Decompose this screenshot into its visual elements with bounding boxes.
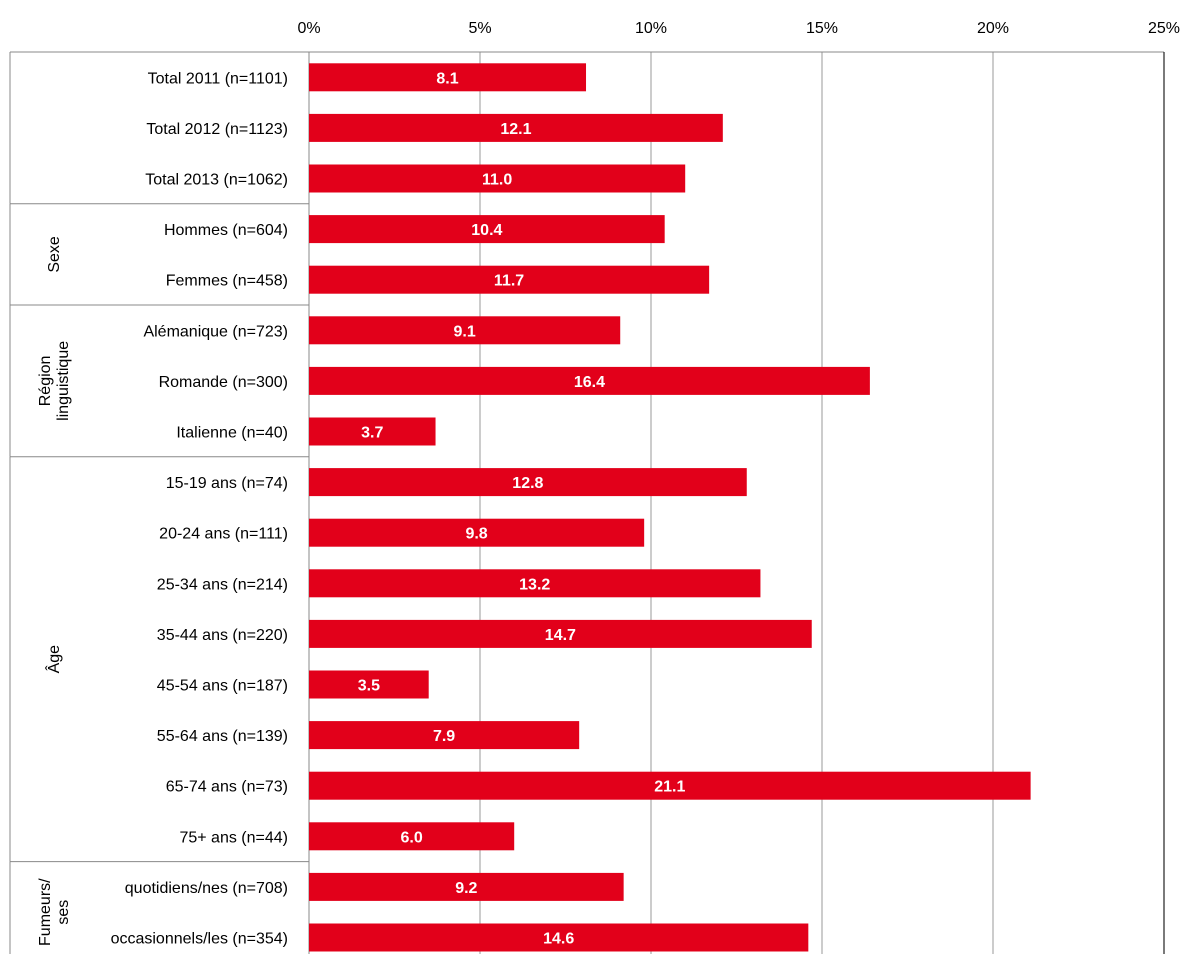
x-tick-label: 20% [977, 20, 1009, 37]
bar [309, 923, 809, 952]
x-tick-label: 0% [297, 20, 320, 37]
data-label: 16.4 [574, 374, 605, 391]
x-tick-label: 10% [635, 20, 667, 37]
bar [309, 872, 624, 901]
bar [309, 366, 870, 395]
x-tick-label: 25% [1148, 20, 1180, 37]
category-label: 65-74 ans (n=73) [166, 779, 288, 796]
category-label: Total 2012 (n=1123) [146, 121, 288, 138]
bar [309, 569, 761, 598]
bar [309, 113, 723, 142]
data-label: 14.7 [545, 627, 576, 644]
data-label: 10.4 [471, 222, 502, 239]
data-label: 11.7 [494, 273, 524, 290]
category-label: occasionnels/les (n=354) [111, 931, 288, 948]
group-label-line: Âge [44, 645, 63, 674]
bar [309, 316, 621, 345]
bar [309, 670, 429, 699]
category-label: Total 2011 (n=1101) [148, 70, 288, 87]
bar [309, 721, 580, 750]
category-label: Romande (n=300) [159, 374, 288, 391]
bar [309, 63, 587, 92]
data-label: 3.5 [358, 678, 380, 695]
group-label-line: Sexe [46, 236, 63, 273]
data-label: 3.7 [361, 425, 383, 442]
category-label: 55-64 ans (n=139) [157, 728, 288, 745]
data-label: 8.1 [436, 70, 458, 87]
category-label: 25-34 ans (n=214) [157, 576, 288, 593]
bar [309, 619, 812, 648]
group-label-line: ses [55, 900, 72, 925]
category-label: 15-19 ans (n=74) [166, 475, 288, 492]
x-tick-label: 15% [806, 20, 838, 37]
bar [309, 164, 686, 193]
bar [309, 417, 436, 446]
data-label: 12.1 [500, 121, 531, 138]
group-label-line: Fumeurs/ [37, 878, 54, 946]
bar [309, 468, 747, 497]
data-label: 12.8 [512, 475, 543, 492]
data-label: 14.6 [543, 931, 574, 948]
group-label: Fumeurs/ses [37, 878, 72, 946]
bar [309, 822, 515, 851]
category-label: Hommes (n=604) [164, 222, 288, 239]
data-label: 9.2 [455, 880, 477, 897]
bar [309, 215, 665, 244]
group-label: Régionlinguistique [37, 341, 72, 421]
data-label: 13.2 [519, 576, 550, 593]
group-label-line: Région [37, 356, 54, 407]
data-label: 7.9 [433, 728, 455, 745]
group-label: Âge [44, 645, 63, 674]
group-label: Sexe [46, 236, 63, 273]
bar [309, 771, 1031, 800]
data-label: 9.1 [453, 323, 475, 340]
data-label: 6.0 [400, 829, 422, 846]
category-label: Femmes (n=458) [166, 273, 288, 290]
category-label: quotidiens/nes (n=708) [125, 880, 288, 897]
data-label: 9.8 [465, 526, 487, 543]
group-label-line: linguistique [55, 341, 72, 421]
data-label: 11.0 [482, 172, 512, 189]
category-label: Total 2013 (n=1062) [145, 172, 288, 189]
category-label: 75+ ans (n=44) [179, 829, 288, 846]
bar [309, 265, 710, 294]
bar [309, 518, 645, 547]
category-label: 35-44 ans (n=220) [157, 627, 288, 644]
category-label: Alémanique (n=723) [143, 323, 288, 340]
category-label: Italienne (n=40) [176, 425, 288, 442]
data-label: 21.1 [654, 779, 685, 796]
category-label: 45-54 ans (n=187) [157, 678, 288, 695]
category-label: 20-24 ans (n=111) [159, 526, 288, 543]
x-tick-label: 5% [468, 20, 491, 37]
